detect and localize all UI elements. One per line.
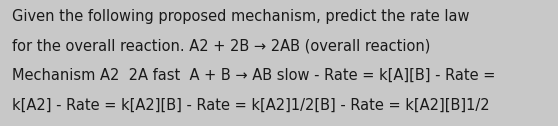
Text: Mechanism A2  2A fast  A + B → AB slow - Rate = k[A][B] - Rate =: Mechanism A2 2A fast A + B → AB slow - R…	[12, 68, 496, 83]
Text: k[A2] - Rate = k[A2][B] - Rate = k[A2]1/2[B] - Rate = k[A2][B]1/2: k[A2] - Rate = k[A2][B] - Rate = k[A2]1/…	[12, 98, 490, 113]
Text: Given the following proposed mechanism, predict the rate law: Given the following proposed mechanism, …	[12, 9, 470, 24]
Text: for the overall reaction. A2 + 2B → 2AB (overall reaction): for the overall reaction. A2 + 2B → 2AB …	[12, 38, 431, 53]
